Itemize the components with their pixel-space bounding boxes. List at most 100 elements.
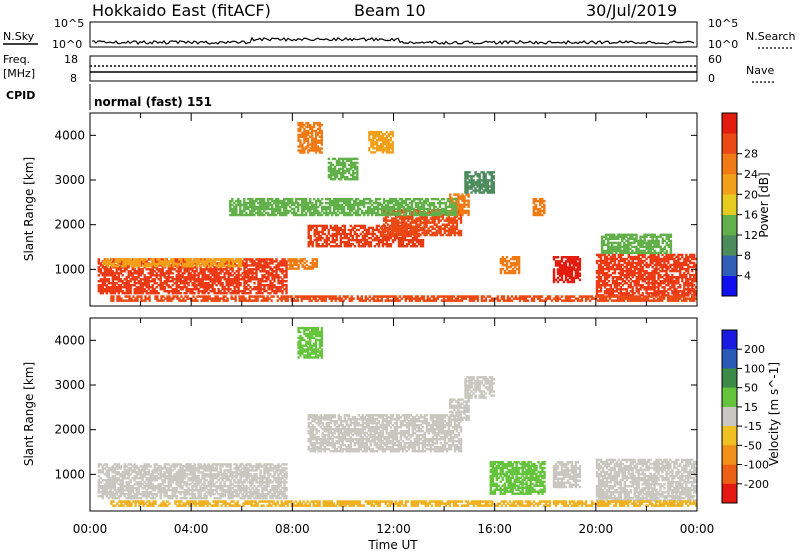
data-cell <box>613 237 616 240</box>
data-cell <box>107 286 110 289</box>
data-cell <box>213 268 216 271</box>
data-cell <box>309 238 312 242</box>
data-cell <box>103 266 106 269</box>
data-cell <box>239 258 243 261</box>
data-cell <box>169 266 172 269</box>
data-cell <box>357 243 361 246</box>
data-cell <box>159 274 162 277</box>
data-cell <box>247 284 250 287</box>
data-cell <box>281 290 284 293</box>
data-cell <box>325 236 328 240</box>
data-cell <box>253 278 256 281</box>
data-cell <box>391 233 394 237</box>
n-sky-label: N.Sky <box>3 30 35 43</box>
data-cell <box>179 266 182 269</box>
data-cell <box>295 267 298 270</box>
data-cell <box>384 221 388 224</box>
data-cell <box>385 151 388 154</box>
data-cell <box>223 290 226 293</box>
data-cell <box>353 238 356 242</box>
data-cell <box>299 260 302 263</box>
data-cell <box>309 224 312 228</box>
data-cell <box>225 272 228 275</box>
data-cell <box>309 234 312 238</box>
data-cell <box>257 266 260 269</box>
data-cell <box>149 274 152 277</box>
data-cell <box>164 262 167 266</box>
data-cell <box>433 219 436 222</box>
data-cell <box>411 227 414 231</box>
data-cell <box>572 280 576 284</box>
data-cell <box>245 288 248 291</box>
data-cell <box>361 230 365 234</box>
data-cell <box>279 270 282 273</box>
data-cell <box>431 215 434 218</box>
data-cell <box>647 265 650 269</box>
data-cell <box>189 268 192 271</box>
data-cell <box>285 272 288 275</box>
data-cell <box>143 280 146 283</box>
data-cell <box>259 286 262 289</box>
data-cell <box>249 264 252 267</box>
data-cell <box>333 245 336 248</box>
data-cell <box>459 209 462 213</box>
data-cell <box>359 245 363 248</box>
data-cell <box>117 272 120 275</box>
data-cell <box>405 209 408 212</box>
data-cell <box>265 290 268 293</box>
data-cell <box>316 149 320 152</box>
data-cell <box>343 171 347 175</box>
data-cell <box>221 284 224 287</box>
data-cell <box>235 284 238 287</box>
data-cell <box>119 272 122 275</box>
data-cell <box>267 288 270 291</box>
data-cell <box>665 251 668 255</box>
data-cell <box>307 230 310 234</box>
data-cell <box>433 223 436 226</box>
data-cell <box>307 234 310 238</box>
data-cell <box>185 286 188 289</box>
data-cell <box>374 147 377 150</box>
data-cell <box>251 274 254 277</box>
data-cell <box>163 286 166 289</box>
data-cell <box>197 292 200 295</box>
data-cell <box>383 243 387 246</box>
data-cell <box>171 278 174 281</box>
data-cell <box>119 286 122 289</box>
data-cell <box>373 238 377 242</box>
data-cell <box>285 268 288 271</box>
data-cell <box>202 260 205 263</box>
data-cell <box>203 286 206 289</box>
data-cell <box>281 292 284 295</box>
data-cell <box>235 278 238 281</box>
data-cell <box>405 215 408 218</box>
data-cell <box>427 211 430 214</box>
data-cell <box>149 290 152 293</box>
data-cell <box>656 299 660 302</box>
data-cell <box>313 261 316 265</box>
data-cell <box>229 282 232 285</box>
data-cell <box>209 268 212 271</box>
data-cell <box>439 219 442 222</box>
data-cell <box>484 175 487 178</box>
data-cell <box>231 264 235 268</box>
data-cell <box>170 260 173 263</box>
data-cell <box>105 278 108 281</box>
data-cell <box>111 278 114 281</box>
data-cell <box>103 280 106 283</box>
data-cell <box>273 286 276 289</box>
data-cell <box>201 290 204 293</box>
data-cell <box>417 233 420 237</box>
noise-left-tick-bottom: 10^0 <box>52 38 82 51</box>
data-cell <box>213 280 216 283</box>
data-cell <box>97 266 100 269</box>
data-cell <box>159 264 162 267</box>
data-cell <box>385 141 388 144</box>
data-cell <box>160 260 163 263</box>
data-cell <box>327 167 331 171</box>
data-cell <box>289 261 292 265</box>
data-cell <box>173 292 176 295</box>
data-cell <box>387 243 391 246</box>
data-cell <box>261 264 264 267</box>
data-cell <box>153 288 156 291</box>
